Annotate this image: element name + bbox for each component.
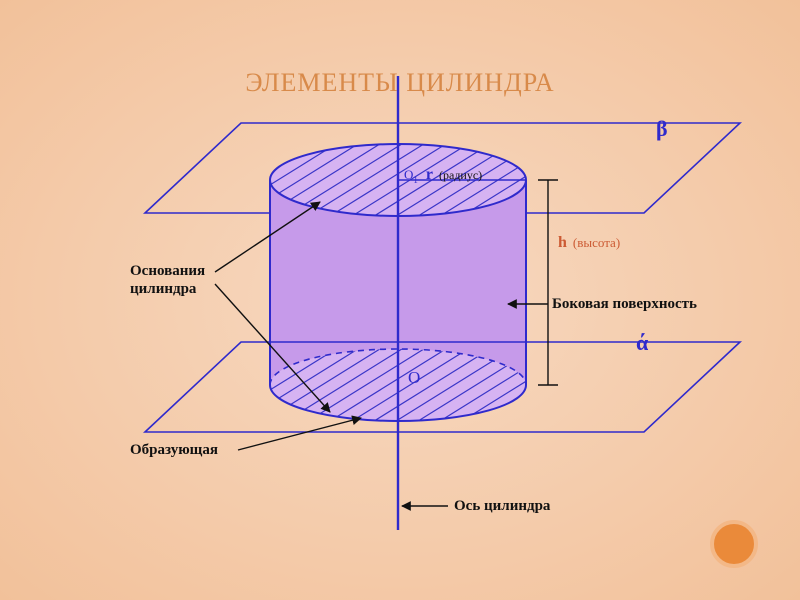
o1-sub: 1 xyxy=(413,175,418,185)
r-letter: r xyxy=(426,166,433,183)
base-label: Основания цилиндра xyxy=(130,262,205,298)
generatrix-label: Образующая xyxy=(130,442,218,459)
o1-letter: О xyxy=(404,167,413,182)
top-center-label: О1 r (радиус) xyxy=(404,166,482,185)
base-label-line1: Основания xyxy=(130,263,205,279)
beta-label: β xyxy=(656,116,668,142)
alpha-label: ά xyxy=(636,330,648,356)
height-paren: (высота) xyxy=(573,235,620,250)
h-letter: h xyxy=(558,234,567,251)
axis-label: Ось цилиндра xyxy=(454,498,550,515)
diagram-stage: ЭЛЕМЕНТЫ ЦИЛИНДРА β ά О1 r (радиус) h (в… xyxy=(0,0,800,600)
radius-paren: (радиус) xyxy=(439,168,482,182)
corner-dot-icon xyxy=(710,520,758,568)
base-label-line2: цилиндра xyxy=(130,281,196,297)
bottom-center-label: О xyxy=(408,368,420,388)
lateral-label: Боковая поверхность xyxy=(552,296,697,313)
height-label: h (высота) xyxy=(558,234,620,252)
